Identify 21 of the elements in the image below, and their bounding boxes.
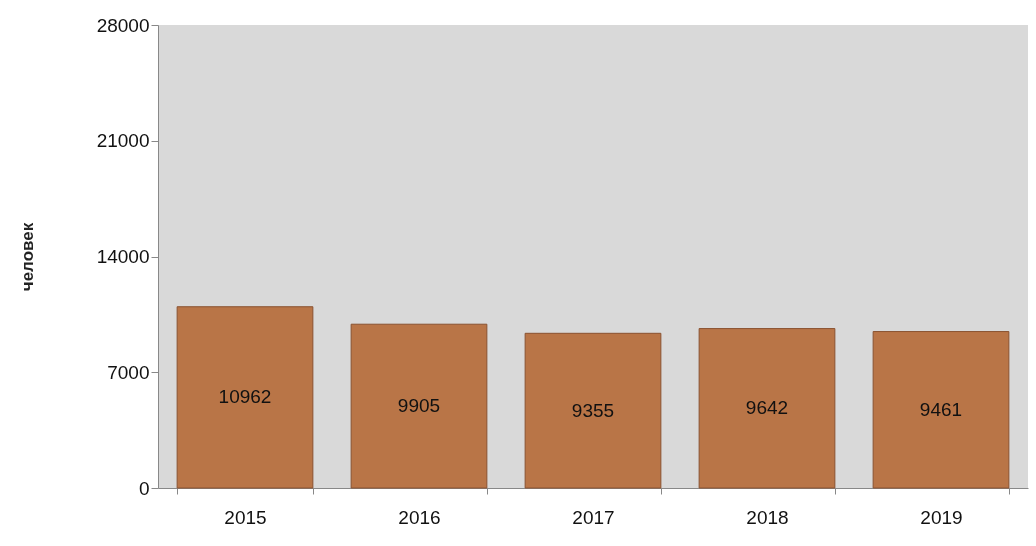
data-label: 10962 xyxy=(218,386,272,408)
bar xyxy=(350,323,488,489)
data-label: 9355 xyxy=(571,399,615,421)
bar xyxy=(524,332,662,489)
y-tick-label: 21000 xyxy=(96,130,150,152)
bar xyxy=(176,306,314,489)
data-label: 9642 xyxy=(745,397,789,419)
x-tick-label: 2019 xyxy=(920,506,963,528)
y-tick-label: 14000 xyxy=(96,246,150,267)
x-tick-label: 2016 xyxy=(398,506,441,528)
bar xyxy=(698,328,836,489)
y-tick-label: 7000 xyxy=(107,361,150,383)
y-tick-label: 0 xyxy=(138,477,150,499)
x-tick-label: 2015 xyxy=(224,506,267,528)
x-tick-label: 2018 xyxy=(746,506,789,528)
y-tick-label: 28000 xyxy=(96,14,150,36)
y-axis-title: человек xyxy=(17,222,37,292)
data-label: 9905 xyxy=(397,395,441,417)
bar xyxy=(872,331,1010,489)
data-label: 9461 xyxy=(919,398,963,420)
x-tick-label: 2017 xyxy=(572,506,615,528)
